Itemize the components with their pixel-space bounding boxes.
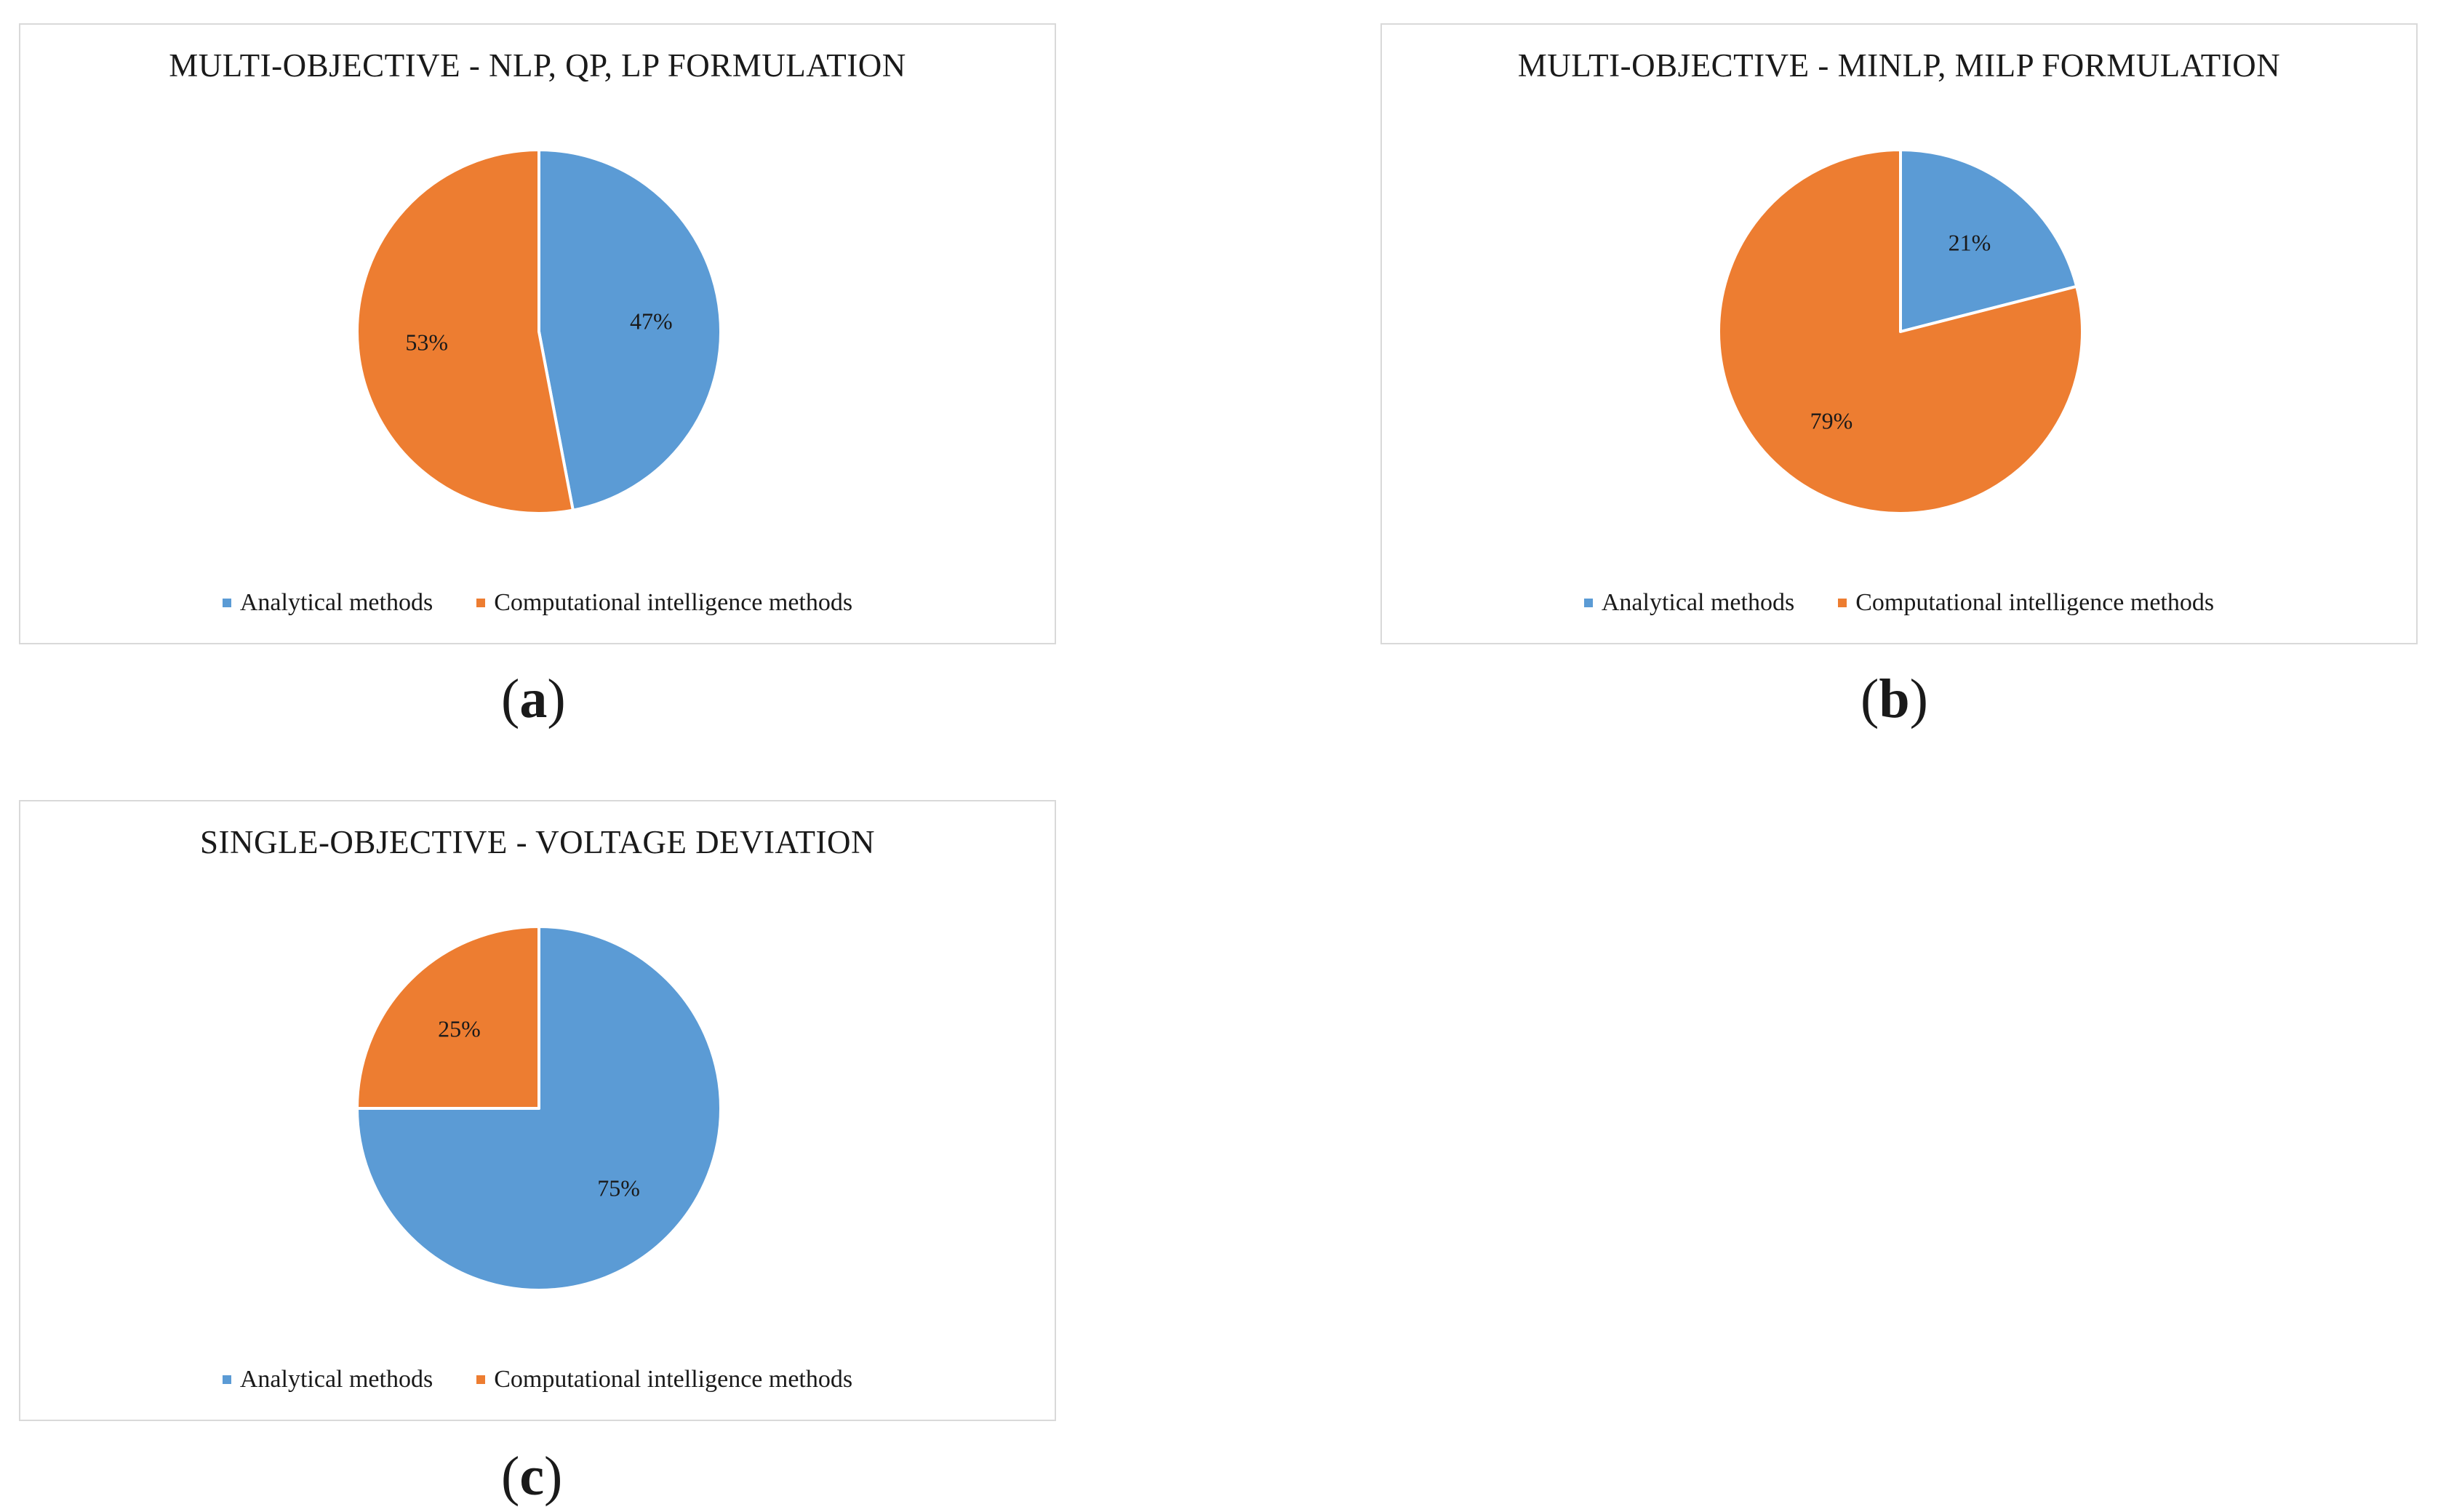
legend-swatch-analytical xyxy=(1583,599,1593,607)
legend-label-computational: Computational intelligence methods xyxy=(1855,589,2215,616)
chart-legend: Analytical methods Computational intelli… xyxy=(1382,589,2416,617)
legend-label-analytical: Analytical methods xyxy=(1601,589,1795,616)
subfigure-label-b: (b) xyxy=(1861,668,1928,729)
pie-slice-analytical xyxy=(1899,148,2079,333)
legend-item-analytical: Analytical methods xyxy=(1583,589,1795,617)
legend-item-analytical: Analytical methods xyxy=(222,1366,433,1393)
pie-label-analytical: 47% xyxy=(630,308,673,334)
pie-chart: 21% 79% xyxy=(1717,148,2084,515)
pie-chart: 47% 53% xyxy=(356,148,722,515)
pie-label-analytical: 75% xyxy=(597,1175,640,1201)
pie-label-analytical: 21% xyxy=(1949,230,1991,256)
legend-swatch-computational xyxy=(1838,599,1847,607)
pie-slice-computational xyxy=(356,925,540,1110)
pie-chart: 75% 25% xyxy=(356,925,722,1292)
chart-title: MULTI-OBJECTIVE - NLP, QP, LP FORMULATIO… xyxy=(169,47,906,84)
legend-item-analytical: Analytical methods xyxy=(222,589,433,617)
legend-item-computational: Computational intelligence methods xyxy=(1838,589,2214,617)
subfigure-label-c: (c) xyxy=(501,1446,563,1507)
chart-title: MULTI-OBJECTIVE - MINLP, MILP FORMULATIO… xyxy=(1517,47,2281,84)
legend-swatch-analytical xyxy=(222,1375,231,1384)
chart-legend: Analytical methods Computational intelli… xyxy=(20,1366,1055,1393)
pie-label-computational: 53% xyxy=(405,329,448,356)
pie-label-computational: 25% xyxy=(438,1015,481,1041)
legend-label-computational: Computational intelligence methods xyxy=(494,1366,853,1393)
legend-swatch-computational xyxy=(476,1375,486,1384)
legend-swatch-analytical xyxy=(222,599,231,607)
pie-slice-computational xyxy=(356,148,575,515)
chart-panel-a: MULTI-OBJECTIVE - NLP, QP, LP FORMULATIO… xyxy=(19,23,1056,644)
subfigure-label-a: (a) xyxy=(501,668,566,729)
legend-item-computational: Computational intelligence methods xyxy=(476,589,852,617)
legend-item-computational: Computational intelligence methods xyxy=(476,1366,852,1393)
legend-label-computational: Computational intelligence methods xyxy=(494,589,853,616)
chart-legend: Analytical methods Computational intelli… xyxy=(20,589,1055,617)
pie-slice-computational xyxy=(1717,148,2084,515)
chart-title: SINGLE-OBJECTIVE - VOLTAGE DEVIATION xyxy=(199,824,876,860)
pie-label-computational: 79% xyxy=(1810,407,1853,433)
legend-swatch-computational xyxy=(476,599,486,607)
chart-panel-b: MULTI-OBJECTIVE - MINLP, MILP FORMULATIO… xyxy=(1380,23,2418,644)
chart-panel-c: SINGLE-OBJECTIVE - VOLTAGE DEVIATION 75%… xyxy=(19,800,1056,1421)
legend-label-analytical: Analytical methods xyxy=(239,589,433,616)
pie-slice-analytical xyxy=(537,148,722,512)
legend-label-analytical: Analytical methods xyxy=(239,1366,433,1393)
